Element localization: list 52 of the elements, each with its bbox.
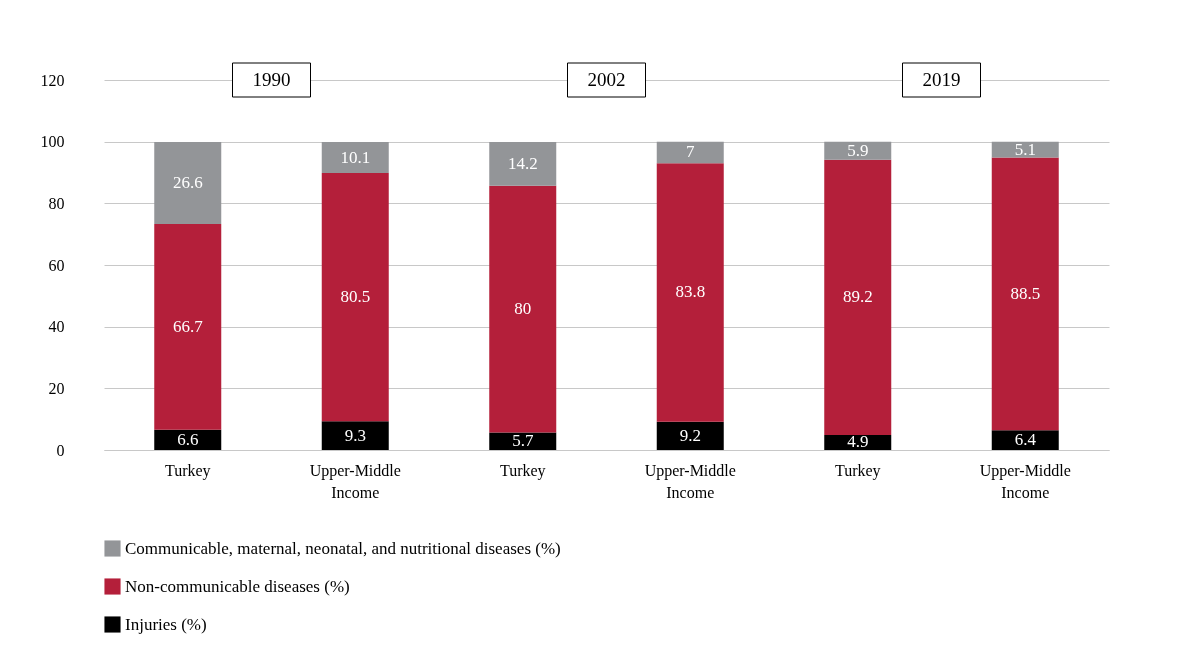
bar	[656, 421, 724, 450]
y-tick-label: 120	[40, 71, 65, 89]
y-tick-label: 20	[48, 379, 65, 397]
y-tick-label: 60	[48, 256, 65, 274]
data-label: 26.6	[172, 172, 203, 192]
y-tick-label: 80	[48, 194, 65, 212]
data-label: 80	[514, 299, 532, 319]
data-label: 83.8	[675, 282, 706, 302]
x-tick-label: Upper-Middle Income	[979, 461, 1071, 501]
data-label: 4.9	[847, 432, 869, 452]
data-label: 80.5	[340, 287, 371, 307]
bar	[824, 159, 892, 435]
bar	[321, 421, 389, 450]
x-tick-label: Upper-Middle Income	[309, 461, 401, 501]
x-tick-label: Turkey	[164, 461, 211, 480]
x-tick-label: Upper-Middle Income	[644, 461, 736, 501]
data-label: 66.7	[172, 316, 204, 336]
bar	[489, 185, 557, 433]
data-label: 6.4	[1014, 430, 1037, 450]
data-label: 5.9	[847, 140, 869, 160]
bar	[321, 173, 389, 422]
bar	[489, 432, 557, 450]
annotation: 2019	[922, 69, 961, 90]
data-label: 7	[686, 142, 695, 162]
bar	[824, 141, 892, 160]
y-tick-label: 0	[56, 441, 65, 459]
bar	[991, 430, 1059, 450]
data-label: 88.5	[1010, 283, 1041, 303]
data-label: 89.2	[842, 287, 873, 307]
bar	[154, 223, 222, 430]
data-label: 6.6	[177, 429, 199, 449]
data-label: 5.1	[1014, 139, 1036, 159]
x-tick-label: Turkey	[499, 461, 546, 480]
data-label: 14.2	[507, 153, 538, 173]
bar	[154, 141, 222, 224]
data-label: 9.3	[344, 425, 366, 445]
legend-label: Injuries (%)	[125, 614, 207, 634]
annotation: 2002	[587, 69, 626, 90]
x-tick-label: Turkey	[834, 461, 881, 480]
data-label: 9.2	[679, 425, 701, 445]
bar	[321, 141, 389, 174]
bar	[489, 141, 557, 186]
bar	[656, 141, 724, 164]
data-label: 10.1	[340, 147, 371, 167]
annotation: 1990	[252, 69, 291, 90]
y-tick-label: 100	[40, 133, 65, 151]
y-tick-label: 40	[48, 318, 65, 336]
legend-label: Communicable, maternal, neonatal, and nutritional diseases (%)	[125, 538, 561, 558]
data-label: 5.7	[512, 431, 534, 451]
bar	[991, 157, 1059, 431]
bar	[656, 163, 724, 422]
legend-label: Non-communicable diseases (%)	[125, 576, 350, 596]
